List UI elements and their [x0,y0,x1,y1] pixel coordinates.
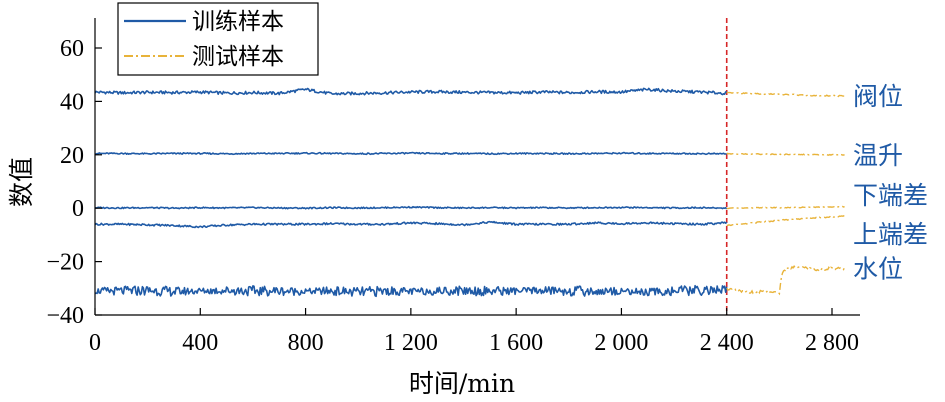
y-tick-label: 40 [60,89,84,115]
y-tick-label: −20 [46,250,84,276]
x-tick-label: 2 000 [594,330,648,356]
x-tick-label: 2 400 [700,330,754,356]
x-tick-label: 2 800 [805,330,859,356]
test-line-1 [726,152,845,156]
legend-train-label: 训练样本 [192,9,284,35]
x-axis-label: 时间/min [409,369,515,398]
x-tick-label: 1 600 [489,330,543,356]
test-line-0 [726,91,845,98]
series-label-2: 下端差 [853,181,928,210]
y-tick-label: 20 [60,143,84,169]
test-line-3 [726,215,845,227]
train-line-4 [94,284,728,298]
x-tick-label: 1 200 [384,330,438,356]
x-tick-label: 800 [288,330,324,356]
y-tick-label: 60 [60,36,84,62]
legend-test-label: 测试样本 [192,44,284,70]
y-axis-label: 数值 [7,157,36,207]
x-tick-label: 400 [182,330,218,356]
legend-box [117,2,319,76]
series-label-3: 上端差 [853,220,928,249]
legend: 训练样本 测试样本 [117,2,319,76]
train-line-2 [94,205,728,210]
axes: −40 −20 0 20 40 60 0 400 800 1 200 1 600 2 000 2 400… [46,18,860,356]
y-tick-label: 0 [72,196,84,222]
train-line-0 [94,87,727,96]
series-label-0: 阀位 [853,82,903,111]
train-line-3 [94,220,728,229]
train-line-1 [94,151,727,156]
x-tick-label: 0 [89,330,101,356]
series-label-4: 水位 [853,254,903,283]
series-layer [94,18,846,315]
series-label-1: 温升 [853,141,903,170]
y-tick-label: −40 [46,303,84,329]
test-line-4 [726,264,846,296]
test-line-2 [726,205,845,210]
